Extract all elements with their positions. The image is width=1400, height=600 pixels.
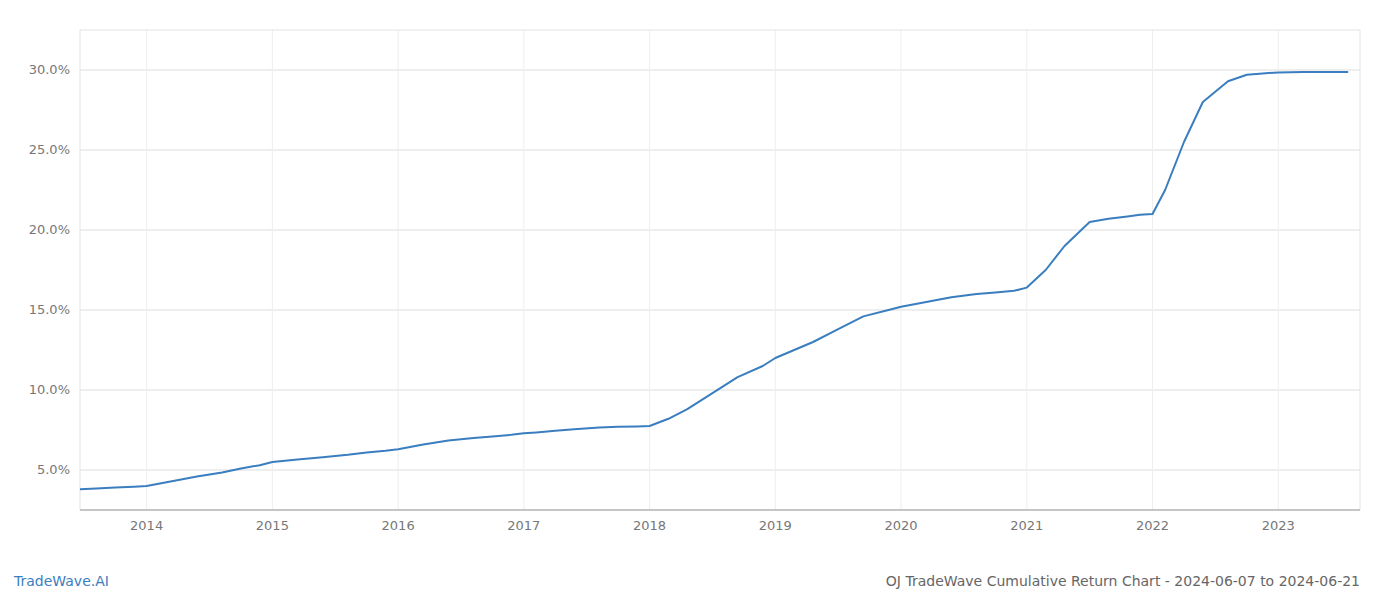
plot-frame	[80, 30, 1360, 510]
title: OJ TradeWave Cumulative Return Chart - 2…	[886, 573, 1360, 589]
x-grid-line	[272, 30, 273, 510]
x-tick-label: 2019	[759, 518, 792, 533]
x-grid-line	[1278, 30, 1279, 510]
watermark: TradeWave.AI	[13, 573, 109, 589]
y-tick-label: 5.0%	[37, 462, 70, 477]
x-tick-label: 2023	[1262, 518, 1295, 533]
y-tick-label: 10.0%	[29, 382, 70, 397]
x-axis-line	[80, 510, 1360, 511]
x-grid-line	[146, 30, 147, 510]
x-tick-label: 2016	[382, 518, 415, 533]
x-tick-label: 2021	[1010, 518, 1043, 533]
y-tick-label: 20.0%	[29, 222, 70, 237]
y-tick-label: 30.0%	[29, 62, 70, 77]
chart: 5.0% 10.0% 15.0% 20.0% 25.0% 30.0% 2014 2015 201…	[0, 0, 1400, 600]
x-tick-label: 2014	[130, 518, 163, 533]
x-tick-label: 2022	[1136, 518, 1169, 533]
x-grid-line	[901, 30, 902, 510]
line	[80, 72, 1347, 489]
x-tick-label: 2015	[256, 518, 289, 533]
page: {"chart_data": { "type": "line", "title"…	[0, 0, 1400, 600]
x-grid-line	[649, 30, 650, 510]
x-tick-label: 2018	[633, 518, 666, 533]
axes: 5.0% 10.0% 15.0% 20.0% 25.0% 30.0% 2014 2015 201…	[29, 30, 1360, 533]
x-grid-line	[398, 30, 399, 510]
x-tick-label: 2017	[507, 518, 540, 533]
series-group	[80, 72, 1347, 489]
x-grid-line	[1152, 30, 1153, 510]
x-grid-line	[775, 30, 776, 510]
x-grid-line	[523, 30, 524, 510]
y-tick-label: 15.0%	[29, 302, 70, 317]
y-tick-label: 25.0%	[29, 142, 70, 157]
x-grid-line	[1026, 30, 1027, 510]
grid	[80, 30, 1360, 510]
x-tick-label: 2020	[885, 518, 918, 533]
